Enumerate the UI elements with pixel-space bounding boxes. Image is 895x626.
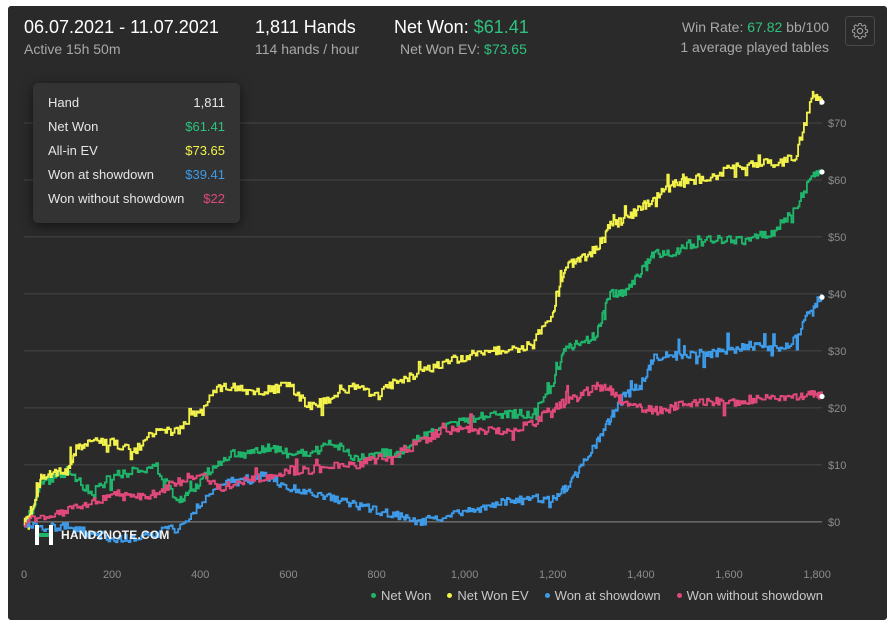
- hands-rate: 114 hands / hour: [255, 41, 360, 57]
- series-end-marker: [819, 99, 825, 105]
- series-end-marker: [819, 169, 825, 175]
- tooltip-value: $73.65: [185, 143, 225, 158]
- legend-label: Net Won: [381, 588, 432, 603]
- tooltip-row: All-in EV $73.65: [48, 143, 225, 163]
- series-end-marker: [819, 294, 825, 300]
- x-tick-label: 800: [367, 569, 385, 581]
- chart-legend: Net Won Net Won EV Won at showdown Won with…: [371, 588, 823, 603]
- net-won-ev-value: $73.65: [484, 41, 527, 57]
- y-tick-label: $40: [828, 289, 846, 301]
- hover-tooltip: Hand 1,811 Net Won $61.41 All-in EV $73.65 Won…: [33, 83, 240, 223]
- date-range: 06.07.2021 - 11.07.2021: [24, 17, 219, 37]
- tables-count: 1 average played tables: [680, 39, 829, 55]
- tooltip-label: Net Won: [48, 119, 99, 134]
- y-tick-label: $60: [828, 175, 846, 187]
- tooltip-value: $22: [203, 191, 225, 206]
- y-tick-label: $30: [828, 346, 846, 358]
- legend-dot: [447, 593, 453, 598]
- x-tick-label: 400: [191, 569, 209, 581]
- tooltip-value: $61.41: [185, 119, 225, 134]
- y-tick-label: $20: [828, 403, 846, 415]
- gear-icon: [851, 22, 869, 40]
- legend-dot: [544, 593, 550, 598]
- x-tick-label: 1,400: [627, 569, 655, 581]
- tooltip-row: Won at showdown $39.41: [48, 167, 225, 187]
- x-tick-label: 0: [21, 569, 27, 581]
- x-tick-label: 600: [279, 569, 297, 581]
- net-won-label: Net Won:: [394, 17, 469, 37]
- settings-button[interactable]: [845, 16, 875, 46]
- series-line: [23, 169, 823, 528]
- x-tick-label: 1,800: [803, 569, 831, 581]
- tooltip-value: $39.41: [185, 167, 225, 182]
- net-won-ev-summary: Net Won EV: $73.65: [400, 41, 527, 57]
- legend-item[interactable]: Net Won EV: [447, 588, 529, 603]
- win-rate-label: Win Rate:: [681, 19, 744, 35]
- tooltip-row: Won without showdown $22: [48, 191, 225, 211]
- net-won-ev-label: Net Won EV:: [400, 41, 481, 57]
- y-tick-label: $50: [828, 232, 846, 244]
- legend-label: Won without showdown: [686, 588, 823, 603]
- legend-dot: [676, 593, 682, 598]
- x-tick-label: 1,200: [539, 569, 567, 581]
- x-tick-label: 1,600: [715, 569, 743, 581]
- tooltip-label: All-in EV: [48, 143, 98, 158]
- series-line: [24, 381, 823, 528]
- tooltip-label: Won without showdown: [48, 191, 185, 206]
- logo-text: HAND2NOTE.COM: [61, 528, 170, 542]
- tooltip-label: Hand: [48, 95, 80, 110]
- legend-dot: [371, 593, 377, 598]
- tooltip-row: Hand 1,811: [48, 95, 225, 115]
- series-line: [24, 294, 823, 544]
- legend-label: Net Won EV: [457, 588, 529, 603]
- tooltip-row: Net Won $61.41: [48, 119, 225, 139]
- series-line: [23, 90, 823, 530]
- tooltip-value: 1,811: [193, 95, 225, 110]
- win-rate-value: 67.82: [747, 19, 783, 35]
- x-tick-label: 1,000: [451, 569, 479, 581]
- x-tick-label: 200: [103, 569, 121, 581]
- active-time: Active 15h 50m: [24, 41, 121, 57]
- hand2note-logo-icon: [35, 525, 53, 545]
- legend-item[interactable]: Won at showdown: [544, 588, 661, 603]
- logo: HAND2NOTE.COM: [33, 522, 170, 548]
- legend-item[interactable]: Won without showdown: [676, 588, 823, 603]
- legend-label: Won at showdown: [554, 588, 661, 603]
- y-tick-label: $70: [828, 118, 846, 130]
- net-won-summary: Net Won: $61.41: [394, 17, 529, 38]
- y-tick-label: $10: [828, 460, 846, 472]
- chart-panel: 06.07.2021 - 11.07.2021 Active 15h 50m 1…: [8, 6, 887, 620]
- tooltip-label: Won at showdown: [48, 167, 154, 182]
- win-rate: Win Rate: 67.82 bb/100: [682, 19, 829, 35]
- hands-count: 1,811 Hands: [255, 17, 356, 37]
- legend-item[interactable]: Net Won: [371, 588, 431, 603]
- series-end-marker: [819, 393, 825, 400]
- y-tick-label: $0: [828, 517, 840, 529]
- win-rate-unit: bb/100: [786, 19, 829, 35]
- net-won-value: $61.41: [473, 17, 529, 37]
